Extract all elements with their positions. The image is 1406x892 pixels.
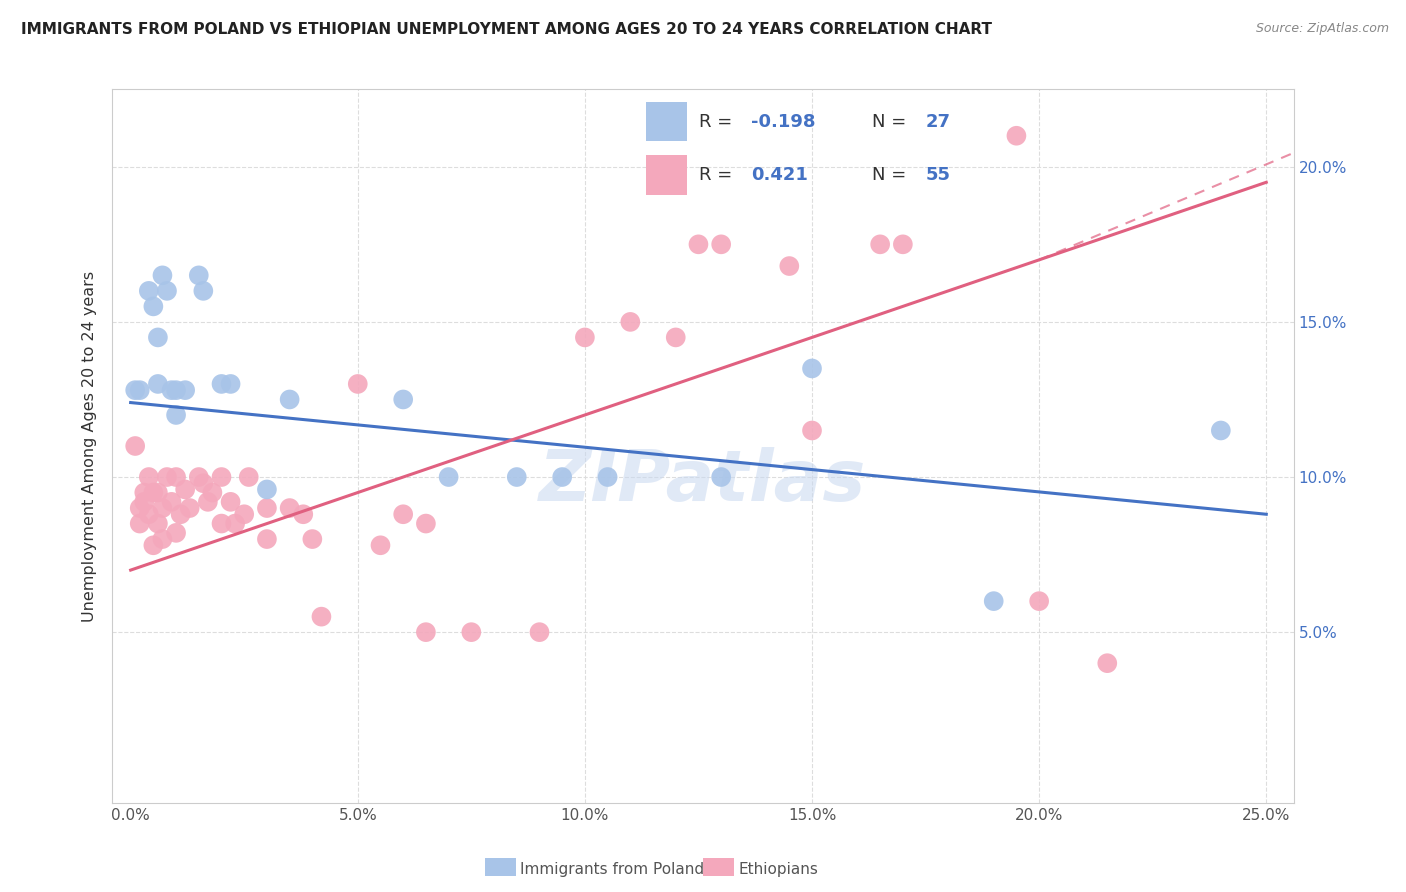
Point: [174, 483, 197, 497]
Text: IMMIGRANTS FROM POLAND VS ETHIOPIAN UNEMPLOYMENT AMONG AGES 20 TO 24 YEARS CORRE: IMMIGRANTS FROM POLAND VS ETHIOPIAN UNEM…: [21, 22, 993, 37]
Point: [311, 609, 333, 624]
Point: [156, 470, 179, 484]
Point: [710, 237, 733, 252]
Point: [574, 330, 596, 344]
Point: [124, 383, 146, 397]
Point: [146, 330, 169, 344]
Point: [869, 237, 891, 252]
Point: [142, 485, 165, 500]
Point: [460, 625, 482, 640]
Point: [142, 299, 165, 313]
Point: [778, 259, 800, 273]
Text: Immigrants from Poland: Immigrants from Poland: [520, 863, 704, 877]
Point: [138, 284, 160, 298]
Point: [392, 392, 415, 407]
Point: [142, 538, 165, 552]
Point: [1209, 424, 1232, 438]
Point: [187, 470, 209, 484]
Point: [146, 485, 169, 500]
Point: [211, 376, 233, 391]
Point: [256, 483, 278, 497]
Text: Ethiopians: Ethiopians: [738, 863, 818, 877]
Point: [152, 532, 174, 546]
Point: [128, 383, 150, 397]
Point: [165, 470, 187, 484]
Point: [193, 476, 215, 491]
Point: [224, 516, 246, 531]
Point: [256, 532, 278, 546]
Point: [256, 501, 278, 516]
Point: [1097, 656, 1119, 670]
Point: [278, 392, 301, 407]
Point: [138, 508, 160, 522]
Point: [301, 532, 323, 546]
Point: [551, 470, 574, 484]
Point: [688, 237, 710, 252]
Point: [710, 470, 733, 484]
Point: [187, 268, 209, 283]
Point: [233, 508, 256, 522]
Point: [292, 508, 315, 522]
Text: Source: ZipAtlas.com: Source: ZipAtlas.com: [1256, 22, 1389, 36]
Point: [179, 501, 201, 516]
Point: [801, 361, 824, 376]
Point: [211, 516, 233, 531]
Point: [152, 501, 174, 516]
Point: [160, 495, 183, 509]
Point: [197, 495, 219, 509]
Point: [134, 485, 156, 500]
Point: [156, 284, 179, 298]
Point: [238, 470, 260, 484]
Point: [983, 594, 1005, 608]
Text: ZIPatlas: ZIPatlas: [540, 447, 866, 516]
Point: [219, 376, 242, 391]
Point: [346, 376, 368, 391]
Point: [146, 516, 169, 531]
Point: [124, 439, 146, 453]
Point: [219, 495, 242, 509]
Point: [138, 470, 160, 484]
Point: [193, 284, 215, 298]
Point: [392, 508, 415, 522]
Point: [174, 383, 197, 397]
Point: [437, 470, 460, 484]
Point: [506, 470, 529, 484]
Point: [1028, 594, 1050, 608]
Point: [415, 516, 437, 531]
Point: [128, 501, 150, 516]
Point: [165, 408, 187, 422]
Y-axis label: Unemployment Among Ages 20 to 24 years: Unemployment Among Ages 20 to 24 years: [82, 270, 97, 622]
Point: [665, 330, 688, 344]
Point: [152, 268, 174, 283]
Point: [146, 376, 169, 391]
Point: [415, 625, 437, 640]
Point: [128, 516, 150, 531]
Point: [211, 470, 233, 484]
Point: [619, 315, 641, 329]
Point: [169, 508, 191, 522]
Point: [134, 495, 156, 509]
Point: [201, 485, 224, 500]
Point: [596, 470, 619, 484]
Point: [165, 383, 187, 397]
Point: [891, 237, 914, 252]
Point: [160, 383, 183, 397]
Point: [529, 625, 551, 640]
Point: [1005, 128, 1028, 143]
Point: [801, 424, 824, 438]
Point: [278, 501, 301, 516]
Point: [165, 525, 187, 540]
Point: [370, 538, 392, 552]
